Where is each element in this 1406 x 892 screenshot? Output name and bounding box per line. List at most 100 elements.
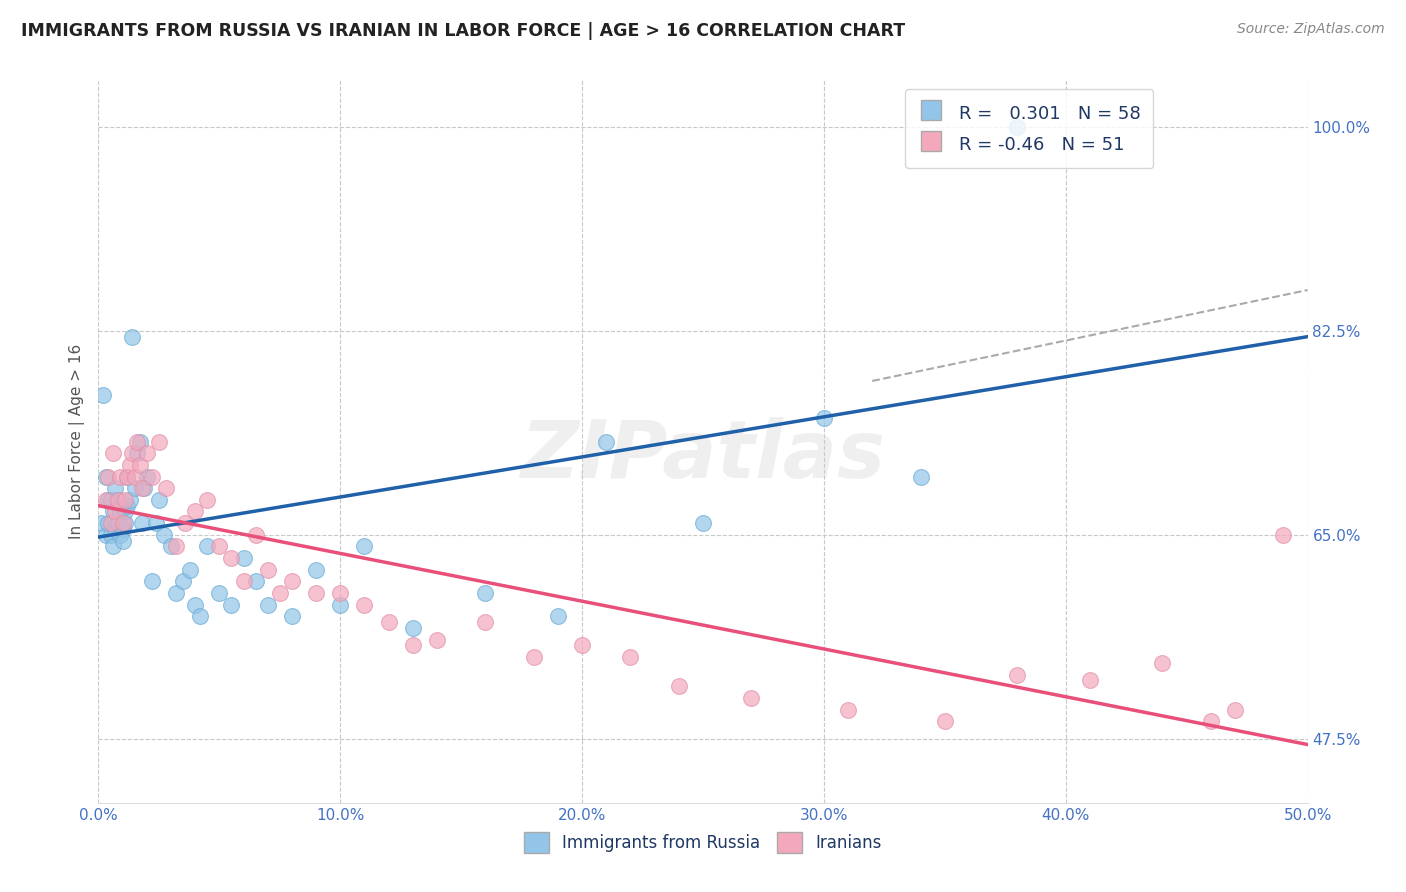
Point bbox=[740, 690, 762, 705]
Legend: Immigrants from Russia, Iranians: Immigrants from Russia, Iranians bbox=[517, 826, 889, 860]
Point bbox=[94, 469, 117, 483]
Point bbox=[256, 563, 278, 577]
Point bbox=[118, 492, 141, 507]
Point bbox=[160, 540, 183, 554]
Point bbox=[221, 598, 243, 612]
Point bbox=[108, 504, 131, 518]
Point bbox=[232, 551, 254, 566]
Point bbox=[111, 522, 134, 536]
Point bbox=[121, 446, 143, 460]
Point bbox=[813, 411, 835, 425]
Point bbox=[474, 586, 496, 600]
Point bbox=[188, 609, 211, 624]
Point bbox=[1272, 528, 1295, 542]
Point bbox=[124, 481, 146, 495]
Point bbox=[523, 650, 546, 665]
Text: Source: ZipAtlas.com: Source: ZipAtlas.com bbox=[1237, 22, 1385, 37]
Point bbox=[97, 492, 120, 507]
Point bbox=[934, 714, 956, 729]
Point bbox=[114, 492, 136, 507]
Point bbox=[108, 528, 131, 542]
Point bbox=[172, 574, 194, 589]
Point bbox=[107, 516, 129, 530]
Point bbox=[208, 540, 231, 554]
Point bbox=[1152, 656, 1174, 670]
Point bbox=[619, 650, 641, 665]
Point bbox=[100, 492, 122, 507]
Point bbox=[281, 609, 304, 624]
Point bbox=[1007, 120, 1029, 134]
Point bbox=[148, 492, 170, 507]
Point bbox=[117, 499, 139, 513]
Point bbox=[107, 492, 129, 507]
Point bbox=[94, 492, 117, 507]
Point bbox=[353, 598, 375, 612]
Point bbox=[329, 586, 352, 600]
Point bbox=[128, 458, 150, 472]
Point bbox=[353, 540, 375, 554]
Point bbox=[426, 632, 449, 647]
Point bbox=[111, 533, 134, 548]
Point bbox=[114, 504, 136, 518]
Point bbox=[221, 551, 243, 566]
Point bbox=[101, 504, 124, 518]
Point bbox=[145, 516, 167, 530]
Point bbox=[547, 609, 569, 624]
Point bbox=[245, 528, 267, 542]
Point bbox=[245, 574, 267, 589]
Point bbox=[165, 540, 187, 554]
Point bbox=[152, 528, 174, 542]
Point bbox=[114, 516, 136, 530]
Point bbox=[281, 574, 304, 589]
Point bbox=[100, 516, 122, 530]
Point bbox=[104, 522, 127, 536]
Point bbox=[195, 492, 218, 507]
Point bbox=[127, 446, 149, 460]
Point bbox=[131, 481, 153, 495]
Point bbox=[692, 516, 714, 530]
Point bbox=[104, 504, 127, 518]
Point bbox=[184, 598, 207, 612]
Point bbox=[208, 586, 231, 600]
Point bbox=[155, 481, 177, 495]
Point bbox=[402, 621, 425, 635]
Point bbox=[101, 540, 124, 554]
Point bbox=[107, 492, 129, 507]
Point bbox=[402, 639, 425, 653]
Point bbox=[179, 563, 201, 577]
Point bbox=[184, 504, 207, 518]
Point bbox=[141, 469, 163, 483]
Text: IMMIGRANTS FROM RUSSIA VS IRANIAN IN LABOR FORCE | AGE > 16 CORRELATION CHART: IMMIGRANTS FROM RUSSIA VS IRANIAN IN LAB… bbox=[21, 22, 905, 40]
Point bbox=[474, 615, 496, 630]
Point bbox=[269, 586, 291, 600]
Point bbox=[118, 458, 141, 472]
Point bbox=[127, 434, 149, 449]
Point bbox=[1078, 673, 1101, 688]
Point bbox=[117, 469, 139, 483]
Point bbox=[232, 574, 254, 589]
Point bbox=[124, 469, 146, 483]
Point bbox=[94, 528, 117, 542]
Point bbox=[117, 469, 139, 483]
Point bbox=[128, 434, 150, 449]
Point bbox=[305, 563, 328, 577]
Point bbox=[100, 528, 122, 542]
Point bbox=[135, 446, 157, 460]
Point bbox=[121, 329, 143, 343]
Point bbox=[135, 469, 157, 483]
Point bbox=[1007, 667, 1029, 681]
Point bbox=[91, 388, 114, 402]
Point bbox=[104, 481, 127, 495]
Point bbox=[97, 469, 120, 483]
Point bbox=[837, 702, 859, 716]
Point bbox=[256, 598, 278, 612]
Point bbox=[97, 516, 120, 530]
Y-axis label: In Labor Force | Age > 16: In Labor Force | Age > 16 bbox=[69, 344, 84, 539]
Point bbox=[668, 679, 690, 693]
Point bbox=[377, 615, 399, 630]
Point bbox=[305, 586, 328, 600]
Point bbox=[1223, 702, 1246, 716]
Point bbox=[910, 469, 932, 483]
Point bbox=[101, 446, 124, 460]
Text: ZIPatlas: ZIPatlas bbox=[520, 417, 886, 495]
